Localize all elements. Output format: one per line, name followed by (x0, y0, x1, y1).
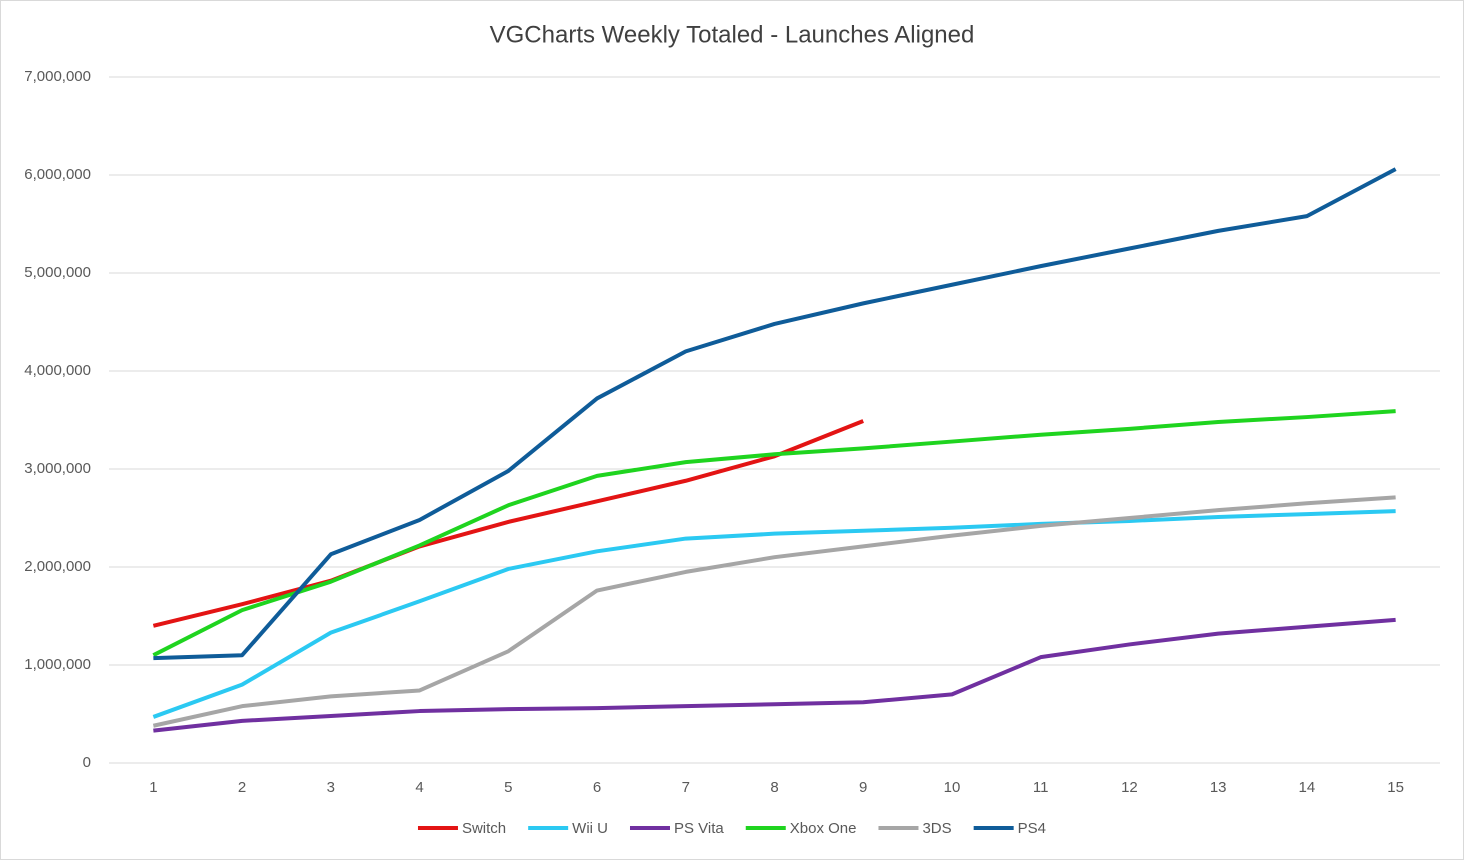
x-tick-label: 4 (415, 779, 423, 796)
series-line (152, 419, 864, 628)
series-line (152, 495, 1396, 728)
legend-label: PS Vita (674, 820, 724, 837)
x-tick-label: 11 (1033, 779, 1049, 796)
x-tick-label: 1 (149, 779, 157, 796)
x-tick-label: 13 (1210, 779, 1227, 796)
x-tick-label: 9 (859, 779, 867, 796)
x-tick-label: 10 (944, 779, 961, 796)
x-tick-label: 2 (238, 779, 246, 796)
series-line (152, 509, 1396, 719)
x-tick-label: 3 (327, 779, 335, 796)
legend-label: Wii U (572, 820, 608, 837)
series-line (152, 409, 1396, 657)
x-tick-label: 15 (1387, 779, 1404, 796)
x-tick-label: 14 (1299, 779, 1316, 796)
x-tick-label: 8 (770, 779, 778, 796)
y-tick-label: 2,000,000 (24, 558, 91, 575)
y-tick-label: 5,000,000 (24, 264, 91, 281)
y-tick-label: 4,000,000 (24, 362, 91, 379)
series-line (153, 167, 1397, 661)
y-tick-label: 0 (83, 754, 91, 771)
y-tick-label: 6,000,000 (24, 166, 91, 183)
x-tick-label: 7 (682, 779, 690, 796)
legend-label: Xbox One (790, 820, 857, 837)
chart-title: VGCharts Weekly Totaled - Launches Align… (490, 21, 975, 48)
x-tick-label: 5 (504, 779, 512, 796)
y-tick-label: 1,000,000 (24, 656, 91, 673)
series-line (153, 617, 1396, 733)
legend-label: PS4 (1018, 820, 1046, 837)
x-tick-label: 6 (593, 779, 601, 796)
y-tick-label: 7,000,000 (24, 68, 91, 85)
legend-label: Switch (462, 820, 506, 837)
y-tick-label: 3,000,000 (24, 460, 91, 477)
legend-label: 3DS (922, 820, 951, 837)
x-tick-label: 12 (1121, 779, 1138, 796)
